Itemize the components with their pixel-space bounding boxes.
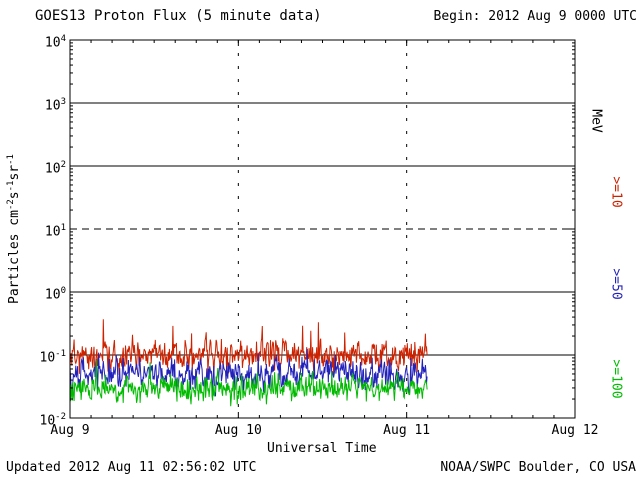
legend-ge100-label: >=100 xyxy=(608,359,624,399)
legend-ge10-label: >=10 xyxy=(608,176,624,208)
y-tick-label: 10-2 xyxy=(39,412,67,429)
y-axis-label: Particles cm-2s-1sr-1 xyxy=(5,154,23,304)
source-credit: NOAA/SWPC Boulder, CO USA xyxy=(440,460,636,475)
y-tick-label: 100 xyxy=(44,286,66,303)
x-axis-label: Universal Time xyxy=(267,441,377,456)
x-tick-label: Aug 9 xyxy=(50,423,90,438)
series-ge10-line xyxy=(69,319,428,377)
y-tick-label: 10-1 xyxy=(39,349,67,366)
x-tick-label: Aug 10 xyxy=(214,423,262,438)
y-tick-label: 101 xyxy=(44,223,66,240)
updated-timestamp: Updated 2012 Aug 11 02:56:02 UTC xyxy=(6,460,257,475)
y-tick-label: 102 xyxy=(44,160,66,177)
y-tick-label: 103 xyxy=(44,97,66,114)
x-tick-label: Aug 12 xyxy=(551,423,599,438)
page-title: GOES13 Proton Flux (5 minute data) xyxy=(35,8,322,24)
y-axis-label-text: Particles cm xyxy=(7,210,23,304)
series-ge100-line xyxy=(69,359,428,407)
y-tick-label: 104 xyxy=(44,34,66,51)
legend-ge50-label: >=50 xyxy=(608,268,624,300)
begin-timestamp: Begin: 2012 Aug 9 0000 UTC xyxy=(433,9,638,24)
series-ge50-line xyxy=(69,348,428,397)
right-axis-unit-label: MeV xyxy=(588,109,604,133)
x-tick-label: Aug 11 xyxy=(383,423,431,438)
